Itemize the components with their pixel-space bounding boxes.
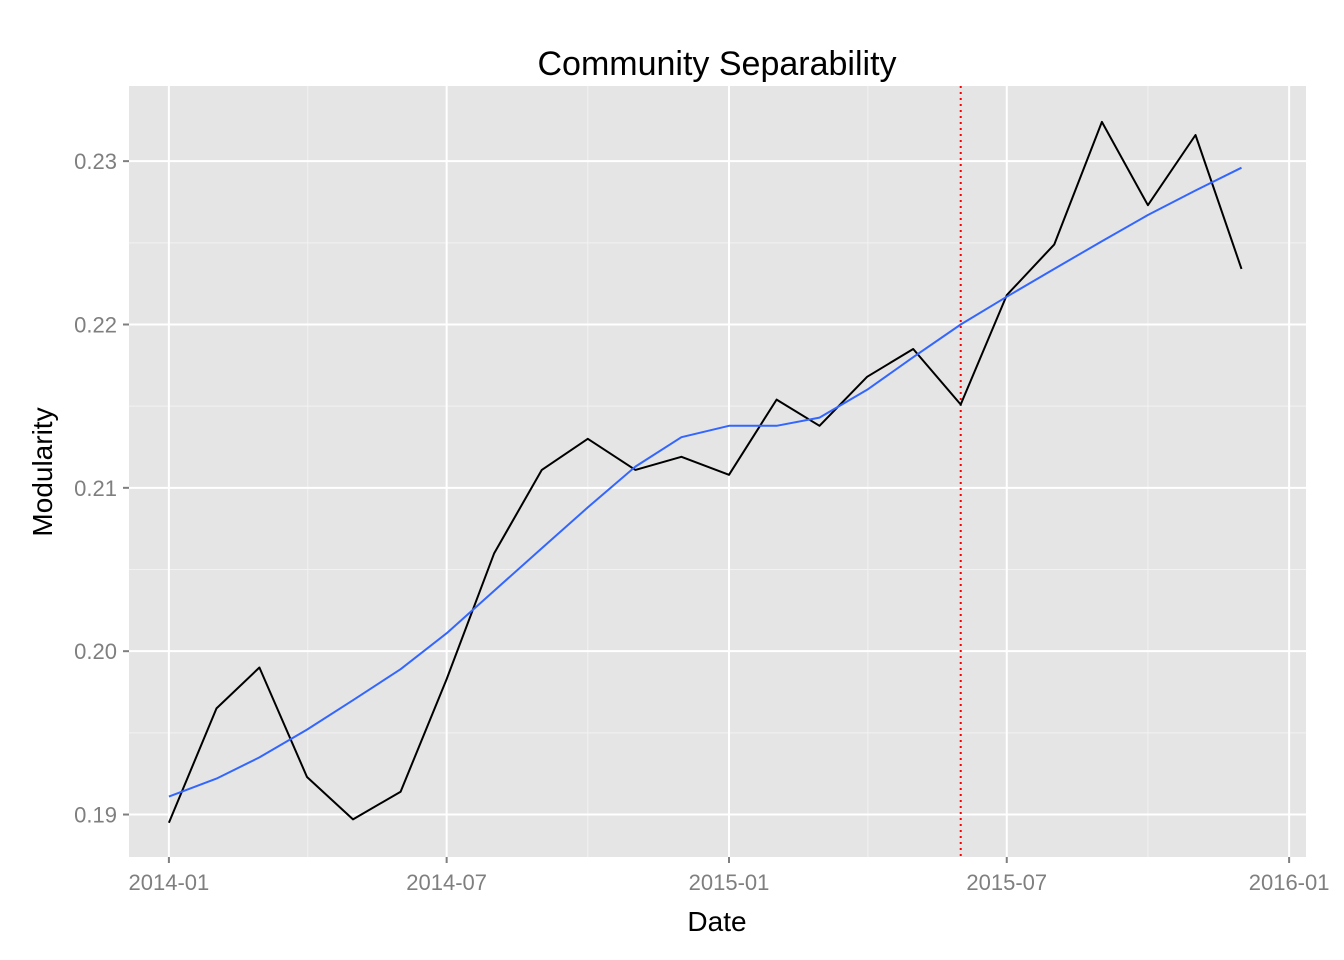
trend-line bbox=[168, 166, 1242, 798]
y-tick-label: 0.22 bbox=[74, 312, 117, 337]
axis-ticks bbox=[123, 160, 1291, 863]
major-grid bbox=[129, 86, 1306, 857]
x-tick-label: 2015-01 bbox=[689, 870, 770, 895]
series-line bbox=[167, 120, 1243, 824]
x-tick-label: 2016-01 bbox=[1249, 870, 1330, 895]
x-tick-label: 2015-07 bbox=[966, 870, 1047, 895]
y-tick-label: 0.20 bbox=[74, 639, 117, 664]
y-tick-label: 0.21 bbox=[74, 476, 117, 501]
x-axis-title: Date bbox=[687, 906, 746, 937]
series-layer bbox=[167, 120, 1243, 824]
chart-title: Community Separability bbox=[537, 45, 896, 83]
x-tick-label: 2014-01 bbox=[129, 870, 210, 895]
x-tick-labels: 2014-01 2014-07 2015-01 2015-07 2016-01 bbox=[129, 870, 1330, 895]
minor-grid bbox=[129, 86, 1306, 857]
y-tick-labels: 0.19 0.20 0.21 0.22 0.23 bbox=[74, 149, 117, 827]
y-tick-label: 0.19 bbox=[74, 803, 117, 828]
x-tick-label: 2014-07 bbox=[406, 870, 487, 895]
y-tick-label: 0.23 bbox=[74, 149, 117, 174]
y-axis-title: Modularity bbox=[27, 407, 58, 536]
